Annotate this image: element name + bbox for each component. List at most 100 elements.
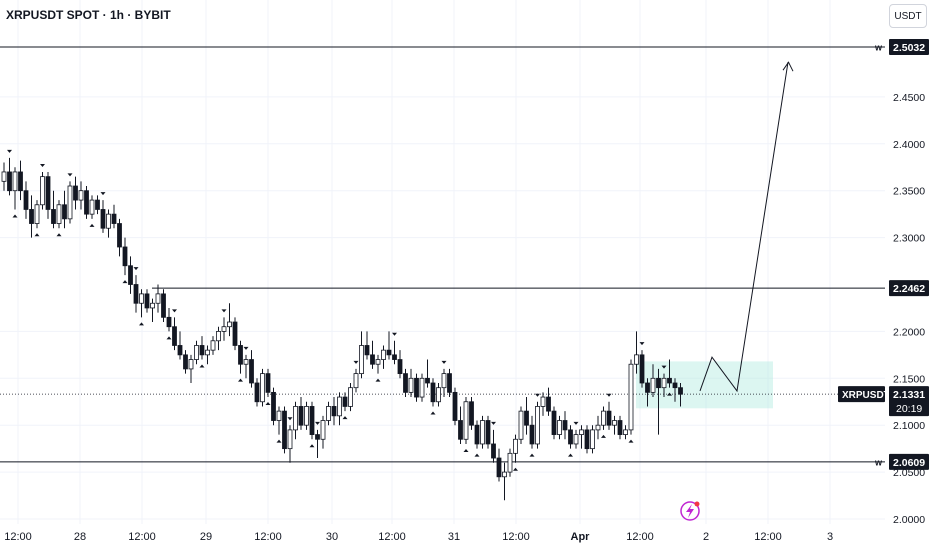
- candle: [45, 171, 51, 219]
- y-tick-label: 2.3000: [893, 233, 925, 245]
- candle: [502, 462, 507, 501]
- candle: [84, 186, 89, 219]
- projection-path: [699, 61, 794, 393]
- candle: [650, 364, 656, 398]
- x-tick-label: 12:00: [754, 531, 782, 543]
- level-price-label: 2.5032: [893, 42, 925, 54]
- down-marker: [535, 393, 540, 397]
- candle: [595, 415, 601, 440]
- candle: [639, 350, 645, 388]
- x-tick-label: Apr: [571, 531, 591, 543]
- level-flag: w: [874, 457, 883, 467]
- candle: [518, 406, 524, 444]
- current-price-tag: [889, 386, 929, 417]
- candle: [62, 190, 67, 229]
- candle: [232, 317, 238, 351]
- candle: [194, 340, 199, 365]
- candle: [557, 415, 562, 440]
- candle: [139, 289, 144, 318]
- candle: [40, 171, 45, 210]
- down-marker: [243, 346, 249, 350]
- candle: [441, 368, 447, 398]
- candle: [579, 425, 584, 449]
- x-tick-label: 12:00: [502, 531, 530, 543]
- candle: [78, 181, 84, 210]
- candle: [359, 331, 364, 379]
- candle: [584, 425, 590, 454]
- candle: [260, 368, 265, 407]
- current-price-label: 2.1331: [893, 389, 925, 401]
- candle: [106, 209, 111, 238]
- candle: [172, 317, 177, 351]
- candle: [29, 195, 34, 238]
- candle: [634, 331, 639, 374]
- candle: [381, 345, 386, 369]
- candle: [133, 275, 139, 313]
- down-marker: [287, 417, 293, 421]
- candle: [128, 256, 133, 294]
- down-marker: [67, 173, 73, 177]
- up-marker: [342, 416, 348, 420]
- down-marker: [100, 192, 106, 196]
- candle: [408, 368, 414, 398]
- candle: [425, 359, 430, 388]
- horizontal-levels: [0, 46, 885, 463]
- candle: [375, 354, 381, 374]
- candle: [474, 420, 480, 449]
- symbol-tag: [838, 386, 885, 403]
- candle: [238, 340, 243, 374]
- candle: [34, 200, 40, 229]
- candle: [458, 406, 463, 444]
- symbol-label: XRPUSDT: [842, 390, 890, 401]
- candle: [282, 406, 287, 454]
- candle: [573, 429, 579, 449]
- down-marker: [639, 342, 645, 346]
- up-marker: [628, 439, 634, 443]
- up-marker: [474, 453, 480, 457]
- candle: [326, 401, 331, 426]
- lightning-icon[interactable]: [680, 501, 700, 521]
- up-marker: [122, 280, 128, 284]
- candle: [249, 350, 254, 388]
- level-price-tag: [889, 280, 929, 297]
- candle: [254, 378, 260, 407]
- candle: [342, 392, 348, 412]
- up-marker: [89, 223, 95, 227]
- down-marker: [491, 421, 496, 425]
- up-marker: [238, 378, 243, 382]
- up-marker: [139, 322, 144, 326]
- x-tick-label: 12:00: [626, 531, 654, 543]
- x-tick-label: 12:00: [254, 531, 282, 543]
- candle: [73, 176, 78, 210]
- candle: [117, 218, 122, 257]
- candle: [210, 336, 216, 355]
- candle: [320, 415, 326, 449]
- up-marker: [430, 411, 436, 415]
- candle: [309, 401, 315, 440]
- candle: [331, 397, 337, 426]
- candle: [606, 401, 612, 430]
- candle: [183, 350, 188, 374]
- candle: [111, 204, 117, 229]
- candle: [623, 425, 628, 440]
- up-marker: [166, 336, 172, 340]
- down-marker: [221, 309, 227, 313]
- price-axis[interactable]: 2.4500 2.4000 2.3500 2.3000 2.2000 2.1500 2.10…: [838, 0, 932, 526]
- y-tick-label: 2.2000: [893, 326, 925, 338]
- candle: [216, 326, 221, 351]
- candle: [447, 368, 452, 398]
- candle: [161, 289, 166, 323]
- down-marker: [392, 332, 397, 336]
- candle: [414, 373, 419, 402]
- currency-button[interactable]: USDT: [889, 4, 927, 28]
- price-axis-bg: [885, 0, 932, 524]
- candle: [546, 387, 551, 416]
- candle: [265, 368, 271, 398]
- candle: [397, 350, 403, 379]
- candle: [353, 368, 359, 393]
- candle: [540, 392, 546, 416]
- time-axis[interactable]: 12:00 28 12:00 29 12:00 30 12:00 31 12:00 Apr 12:0…: [4, 531, 833, 543]
- down-marker: [40, 163, 45, 167]
- candle: [100, 200, 106, 233]
